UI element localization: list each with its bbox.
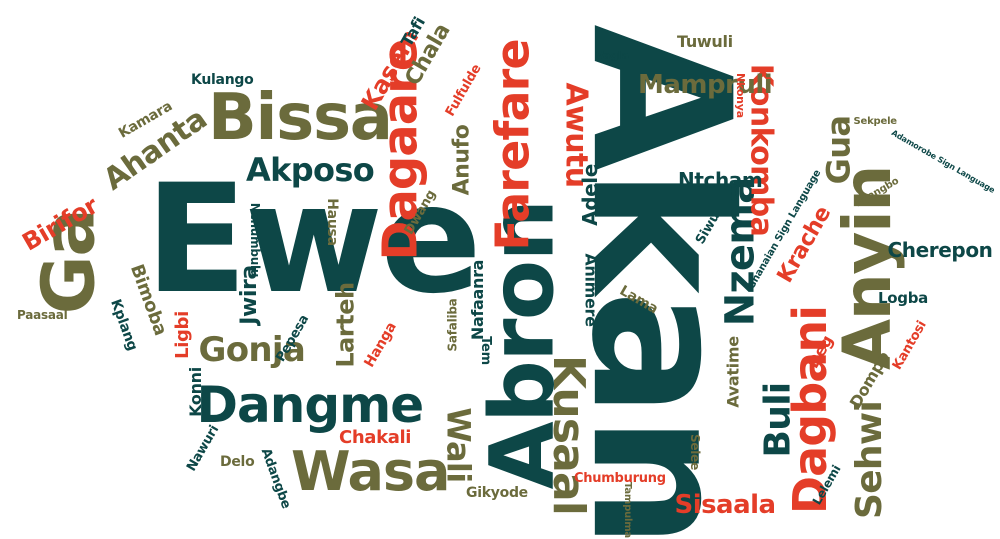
word-bissa: Bissa [208,81,393,155]
word-buli: Buli [756,382,798,458]
word-tuwuli: Tuwuli [677,32,733,51]
word-cherepon: Cherepon [887,238,993,262]
word-gikyode: Gikyode [466,485,528,501]
word-dangme: Dangme [196,376,425,434]
word-selee: Selee [687,434,702,470]
word-ligbi: Ligbi [171,311,193,359]
word-sisaala: Sisaala [674,490,777,520]
word-gonja: Gonja [198,330,306,370]
word-larteh: Larteh [331,282,360,368]
word-chumburung: Chumburung [574,470,666,486]
word-gua: Gua [818,115,857,185]
word-adangbe: Adangbe [257,445,293,511]
word-anufo: Anufo [448,124,474,196]
word-paasaal: Paasaal [17,308,68,322]
word-akposo: Akposo [246,151,375,189]
word-animere: Animere [581,253,601,327]
word-nkonya: Nkonya [733,72,747,118]
word-ewe: Ewe [145,153,482,327]
word-nchumbulu: Nchumbulu [248,202,263,278]
word-vagla: Vagla [595,48,630,62]
word-krache: Krache [772,202,837,288]
word-safaliba: Safaliba [445,298,460,352]
word-sehwi: Sehwi [848,401,890,519]
word-nafaanra: Nafaanra [468,259,488,341]
word-wasa: Wasa [291,440,450,503]
word-tem: Tem [477,335,493,365]
word-avatime: Avatime [723,336,743,408]
word-adele: Adele [577,164,602,226]
word-chakali: Chakali [339,427,412,448]
word-hanga: Hanga [360,319,400,371]
word-wali: Wali [439,407,478,483]
word-farefare: Farefare [485,39,540,251]
word-konni: Konni [185,367,205,417]
word-kplang: Kplang [106,297,140,353]
word-mampruli: Mampruli [638,70,773,100]
word-kulango: Kulango [191,72,254,88]
word-ntcham: Ntcham [678,168,763,192]
word-kusaal: Kusaal [543,354,595,516]
word-hausa: Hausa [323,198,340,246]
word-sekpele: Sekpele [853,116,898,127]
word-delo: Delo [220,454,255,470]
word-fulfulde: Fulfulde [442,61,485,119]
word-tampulma: Tampulma [621,482,633,538]
word-logba: Logba [878,288,928,307]
